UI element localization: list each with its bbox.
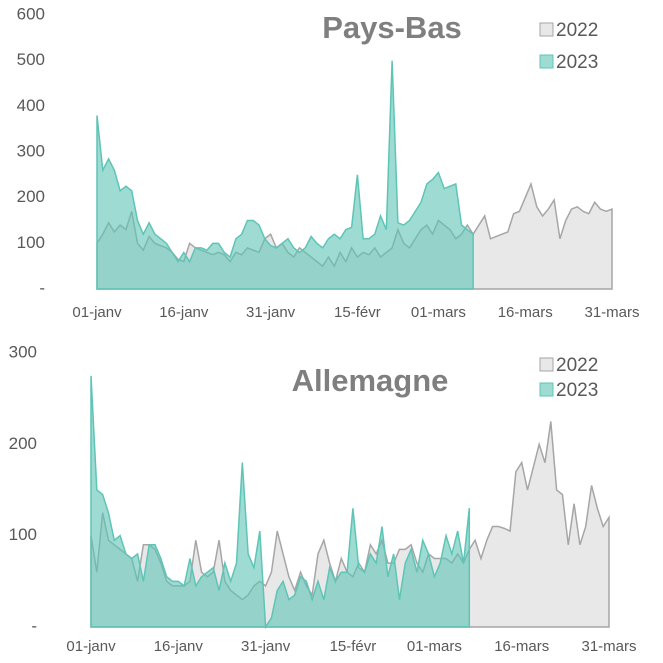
y-tick-label: 100 [17, 233, 45, 252]
x-tick-label: 01-janv [72, 304, 122, 321]
x-tick-label: 16-janv [159, 304, 209, 321]
y-tick-label: 100 [9, 525, 37, 544]
y-tick-label: - [39, 278, 45, 297]
chart-title: Allemagne [292, 363, 449, 398]
y-tick-label: 400 [17, 96, 45, 115]
y-tick-label: 500 [17, 50, 45, 69]
x-tick-label: 16-janv [154, 638, 204, 655]
x-tick-label: 01-mars [407, 638, 462, 655]
legend-swatch [539, 22, 554, 37]
x-tick-label: 31-mars [584, 304, 639, 321]
x-tick-label: 15-févr [330, 638, 377, 655]
legend-swatch [539, 54, 554, 69]
legend-swatch [539, 357, 554, 372]
area-2023 [90, 375, 471, 630]
chart-title: Pays-Bas [322, 10, 462, 45]
legend-label: 2023 [556, 380, 598, 401]
y-tick-label: 300 [17, 141, 45, 160]
y-tick-label: 200 [17, 187, 45, 206]
legend-label: 2022 [556, 20, 598, 41]
y-tick-label: 200 [9, 434, 37, 453]
legend-label: 2023 [556, 52, 598, 73]
area-2023 [96, 60, 474, 290]
x-tick-label: 31-janv [246, 304, 296, 321]
x-tick-label: 16-mars [494, 638, 549, 655]
y-tick-label: 300 [9, 342, 37, 361]
x-tick-label: 31-janv [241, 638, 291, 655]
x-tick-label: 16-mars [498, 304, 553, 321]
y-tick-label: 600 [17, 4, 45, 23]
y-tick-label: - [31, 616, 37, 635]
x-tick-label: 01-janv [66, 638, 116, 655]
x-tick-label: 01-mars [411, 304, 466, 321]
x-tick-label: 31-mars [581, 638, 636, 655]
x-tick-label: 15-févr [334, 304, 381, 321]
legend-label: 2022 [556, 355, 598, 376]
legend-swatch [539, 382, 554, 397]
